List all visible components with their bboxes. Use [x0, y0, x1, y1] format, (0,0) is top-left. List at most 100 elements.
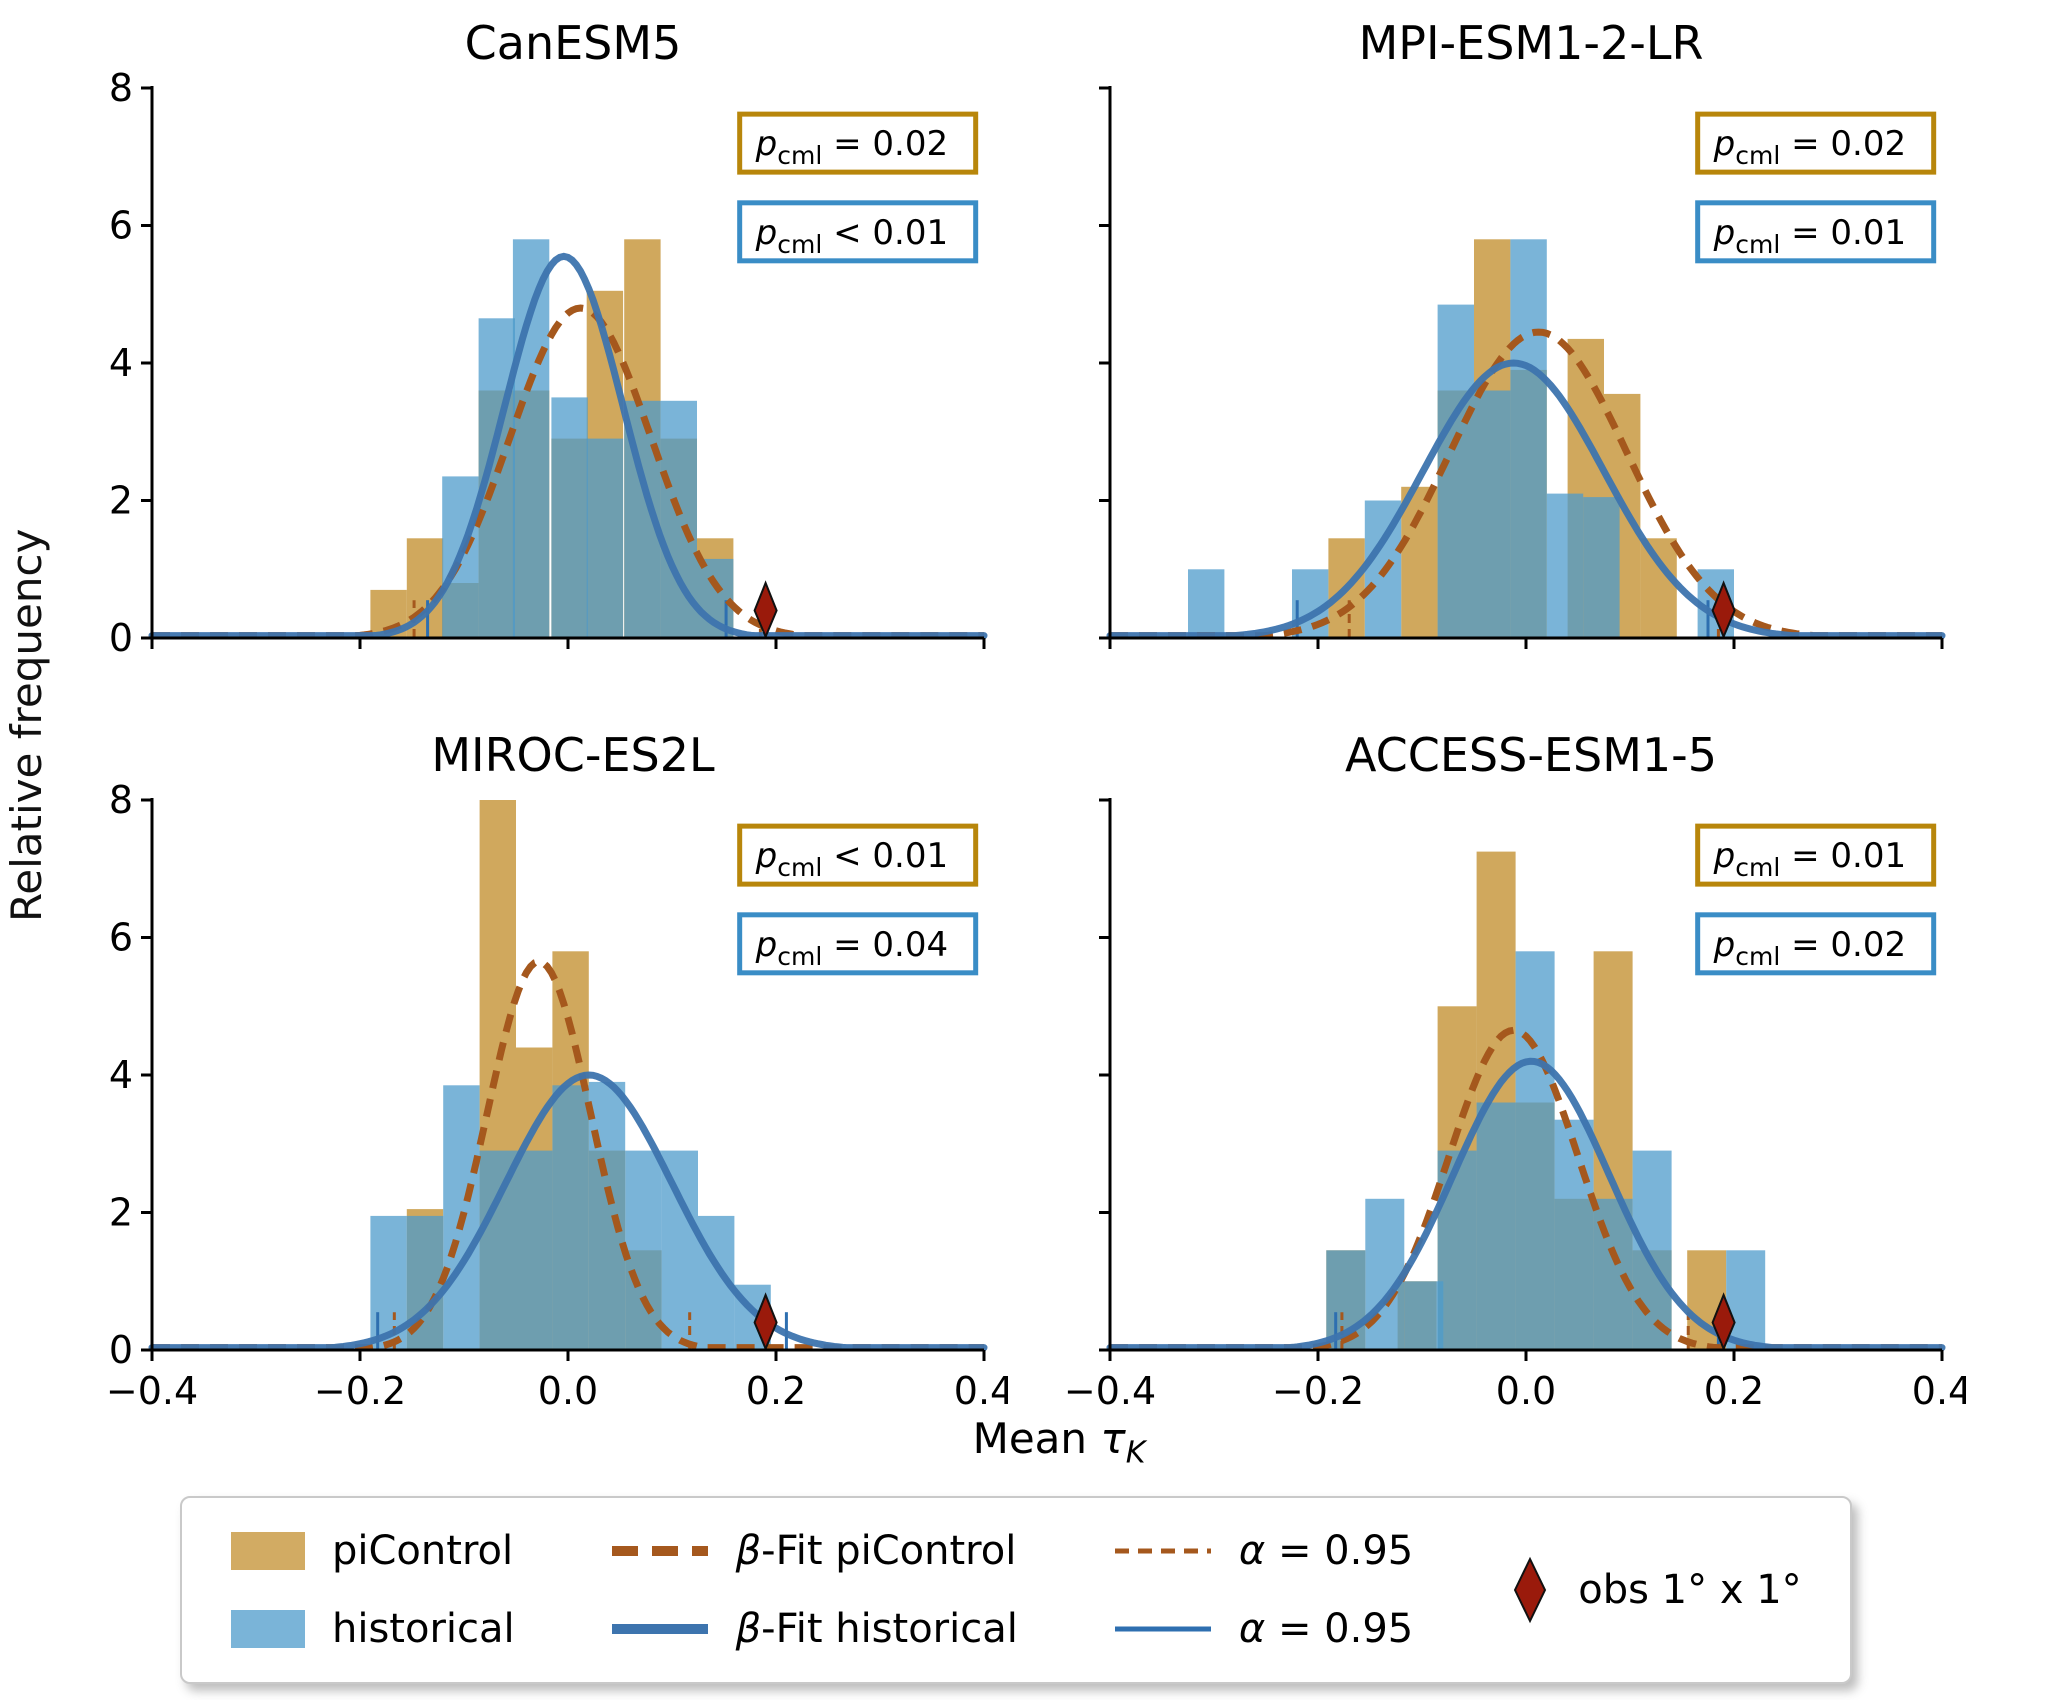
- legend-item-beta-fit-historical: β-Fit historical: [610, 1602, 1018, 1656]
- svg-text:pcml = 0.04: pcml = 0.04: [755, 925, 948, 971]
- pcml-box-historical: pcml = 0.04: [737, 912, 979, 976]
- historical-histogram: [370, 1081, 771, 1350]
- svg-text:pcml = 0.02: pcml = 0.02: [755, 124, 948, 170]
- x-tick-label: −0.2: [314, 1369, 406, 1412]
- pcml-box-historical: pcml = 0.02: [1695, 912, 1937, 976]
- svg-text:pcml = 0.01: pcml = 0.01: [1713, 836, 1906, 882]
- panel-access-esm1-5: ACCESS-ESM1-5 pcml = 0.01 pcml = 0.02 −0.4…: [1026, 726, 1966, 1412]
- y-tick-label: 2: [109, 1191, 133, 1235]
- x-tick-label: 0.2: [1704, 1369, 1764, 1412]
- panel-title: CanESM5: [464, 16, 682, 70]
- legend-item-beta-fit-picontrol: β-Fit piControl: [610, 1524, 1018, 1578]
- svg-text:pcml = 0.01: pcml = 0.01: [1713, 213, 1906, 259]
- legend-item-historical: historical: [230, 1602, 515, 1656]
- legend: piControl historical β-Fit piControl β-F…: [180, 1496, 1852, 1685]
- y-tick-label: 4: [109, 1053, 133, 1097]
- alpha-symbol: α: [1238, 1606, 1266, 1653]
- legend-item-alpha-historical: α = 0.95: [1113, 1602, 1413, 1656]
- beta-fit-historical-line-sample: [610, 1619, 710, 1639]
- legend-label: = 0.95: [1265, 1606, 1414, 1653]
- obs-diamond: [1711, 580, 1736, 640]
- legend-col-obs: obs 1° x 1°: [1508, 1557, 1802, 1624]
- x-tick-label: −0.4: [106, 1369, 198, 1412]
- beta-symbol: β: [735, 1606, 762, 1653]
- chart-mpi-esm1-2-lr: pcml = 0.02 pcml = 0.01: [1099, 86, 1946, 649]
- panel-title: MIROC-ES2L: [431, 728, 715, 782]
- y-tick-label: 8: [109, 72, 133, 110]
- tau-symbol: τ: [1100, 1414, 1126, 1463]
- beta-fit-picontrol-line-sample: [610, 1541, 710, 1561]
- pcml-box-picontrol: pcml = 0.02: [1695, 111, 1937, 175]
- historical-swatch: [230, 1609, 306, 1649]
- legend-label: = 0.95: [1265, 1528, 1414, 1575]
- x-tick-label: 0.4: [954, 1369, 1008, 1412]
- legend-item-alpha-picontrol: α = 0.95: [1113, 1524, 1413, 1578]
- panel-grid: CanESM5 pcml = 0.02 pcml < 0.01 0 2 4 6 8 MPI-…: [68, 14, 2050, 1412]
- alpha-historical-line-sample: [1113, 1621, 1213, 1637]
- pcml-box-historical: pcml < 0.01: [737, 200, 979, 264]
- alpha-symbol: α: [1238, 1528, 1266, 1575]
- legend-label: historical: [332, 1606, 515, 1653]
- beta-fit-picontrol-curve: [152, 957, 984, 1352]
- y-tick-label: 0: [109, 616, 133, 660]
- pcml-box-historical: pcml = 0.01: [1695, 200, 1937, 264]
- panel-title: MPI-ESM1-2-LR: [1358, 16, 1704, 70]
- beta-fit-historical-curve: [1106, 1057, 1946, 1352]
- x-axis-label-prefix: Mean: [972, 1414, 1101, 1463]
- chart-access-esm1-5: pcml = 0.01 pcml = 0.02 −0.4 −0.2 0.0 0.2 0.4: [1064, 798, 1966, 1412]
- obs-diamond: [753, 580, 778, 640]
- x-axis-label: Mean τK: [68, 1414, 2050, 1470]
- legend-label: -Fit historical: [761, 1606, 1018, 1653]
- axes: −0.4 −0.2 0.0 0.2 0.4: [1064, 798, 1966, 1412]
- y-tick-label: 8: [109, 784, 133, 822]
- beta-fit-historical-curve: [1106, 359, 1946, 640]
- beta-symbol: β: [735, 1528, 762, 1575]
- legend-col-histograms: piControl historical: [230, 1524, 515, 1656]
- legend-col-fits: β-Fit piControl β-Fit historical: [610, 1524, 1018, 1656]
- x-tick-label: −0.4: [1064, 1369, 1156, 1412]
- x-tick-label: 0.2: [746, 1369, 806, 1412]
- chart-canesm5: pcml = 0.02 pcml < 0.01 0 2 4 6 8: [109, 72, 988, 660]
- x-tick-label: 0.0: [538, 1369, 598, 1412]
- axes: [1099, 86, 1944, 649]
- axes: 0 2 4 6 8: [109, 72, 986, 660]
- y-tick-label: 6: [109, 916, 133, 960]
- y-tick-label: 4: [109, 341, 133, 385]
- svg-text:pcml = 0.02: pcml = 0.02: [1713, 124, 1906, 170]
- y-axis-label: Relative frequency: [2, 528, 51, 922]
- y-tick-label: 6: [109, 204, 133, 248]
- tau-subscript: K: [1125, 1435, 1146, 1471]
- legend-label: -Fit piControl: [761, 1528, 1017, 1575]
- panel-miroc-es2l: MIROC-ES2L pcml < 0.01 pcml = 0.04 0 2 4 6 8 −0…: [68, 726, 1008, 1412]
- x-tick-label: 0.0: [1496, 1369, 1556, 1412]
- pcml-box-picontrol: pcml < 0.01: [737, 823, 979, 887]
- chart-miroc-es2l: pcml < 0.01 pcml = 0.04 0 2 4 6 8 −0.4 −0.2 0.0 0.…: [106, 784, 1008, 1412]
- beta-fit-historical-curve: [148, 1071, 988, 1352]
- pcml-box-picontrol: pcml = 0.01: [1695, 823, 1937, 887]
- picontrol-swatch: [230, 1531, 306, 1571]
- svg-text:pcml < 0.01: pcml < 0.01: [755, 213, 948, 259]
- legend-label: piControl: [332, 1528, 514, 1575]
- panel-mpi-esm1-2-lr: MPI-ESM1-2-LR pcml = 0.02 pcml = 0.01: [1026, 14, 1966, 700]
- historical-histogram: [1326, 951, 1766, 1351]
- x-tick-label: 0.4: [1912, 1369, 1966, 1412]
- panel-title: ACCESS-ESM1-5: [1344, 728, 1718, 782]
- obs-diamond: [1711, 1292, 1736, 1352]
- legend-label: obs 1° x 1°: [1578, 1567, 1802, 1614]
- beta-fit-historical-curve: [148, 252, 988, 640]
- obs-diamond-sample: [1508, 1556, 1552, 1624]
- alpha-picontrol-line-sample: [1113, 1543, 1213, 1559]
- x-tick-label: −0.2: [1272, 1369, 1364, 1412]
- obs-diamond: [753, 1292, 778, 1352]
- legend-item-picontrol: piControl: [230, 1524, 515, 1578]
- legend-col-alpha: α = 0.95 α = 0.95: [1113, 1524, 1413, 1656]
- svg-text:pcml < 0.01: pcml < 0.01: [755, 836, 948, 882]
- y-tick-label: 2: [109, 479, 133, 523]
- svg-text:pcml = 0.02: pcml = 0.02: [1713, 925, 1906, 971]
- axes: 0 2 4 6 8 −0.4 −0.2 0.0 0.2 0.4: [106, 784, 1008, 1412]
- y-tick-label: 0: [109, 1328, 133, 1372]
- pcml-box-picontrol: pcml = 0.02: [737, 111, 979, 175]
- panel-canesm5: CanESM5 pcml = 0.02 pcml < 0.01 0 2 4 6 8: [68, 14, 1008, 700]
- legend-item-obs: obs 1° x 1°: [1508, 1557, 1802, 1624]
